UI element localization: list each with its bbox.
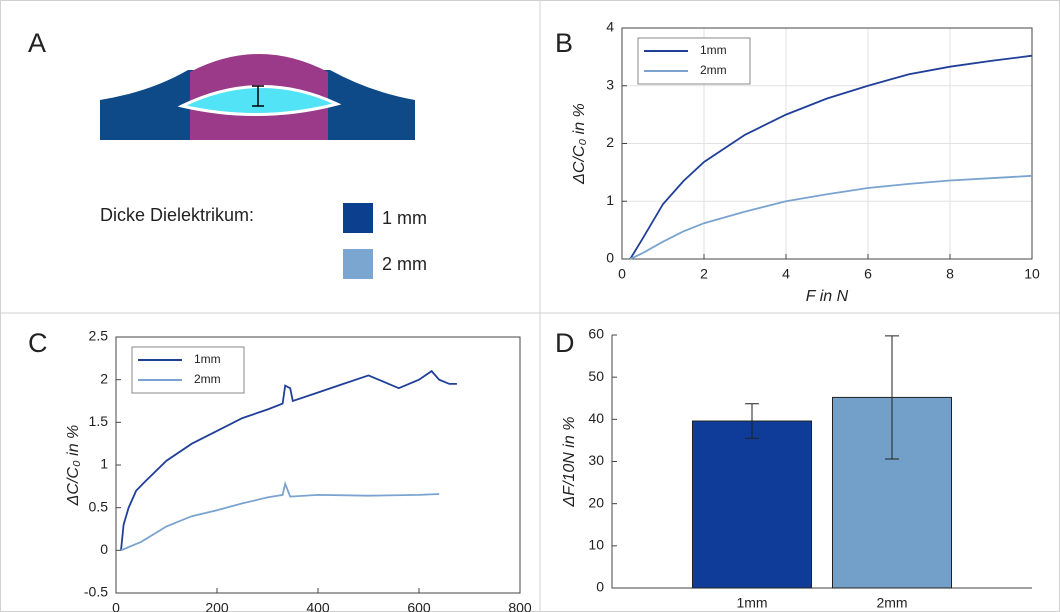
plot-box <box>621 27 1033 260</box>
legend-title: Dicke Dielektrikum: <box>100 205 254 225</box>
y-tick-label: 30 <box>588 452 604 468</box>
y-tick-label: -0.5 <box>84 584 108 600</box>
x-tick-label: 8 <box>946 266 954 282</box>
thickness-marker <box>252 85 264 107</box>
x-tick-label: 600 <box>407 600 431 612</box>
y-tick-label: 40 <box>588 410 604 426</box>
x-tick-label: 2 <box>700 266 708 282</box>
y-tick-label: 10 <box>588 537 604 553</box>
x-tick-label: 2mm <box>876 595 907 611</box>
y-tick-label: 2.5 <box>89 328 109 344</box>
plot-box <box>115 336 521 594</box>
y-axis-label: ΔC/C₀ in % <box>571 103 588 185</box>
axes <box>611 335 1032 589</box>
x-tick-label: 0 <box>618 266 626 282</box>
y-tick-label: 1 <box>606 192 614 208</box>
legend-box <box>131 346 245 394</box>
y-tick-label: 4 <box>606 19 614 35</box>
y-tick-label: 0.5 <box>89 498 109 514</box>
y-tick-label: 3 <box>606 76 614 92</box>
x-tick-label: 0 <box>112 600 120 612</box>
legend-label: 1mm <box>700 43 727 57</box>
data-line <box>629 54 1033 260</box>
legend-swatch <box>343 203 373 233</box>
x-tick-label: 400 <box>306 600 330 612</box>
y-tick-label: 20 <box>588 494 604 510</box>
bar <box>692 420 812 589</box>
data-line <box>120 369 457 551</box>
legend-label: 1mm <box>194 352 221 366</box>
dielectric <box>177 85 342 117</box>
y-tick-label: 0 <box>100 541 108 557</box>
x-tick-label: 6 <box>864 266 872 282</box>
data-line <box>629 174 1033 260</box>
legend-label: 2mm <box>700 63 727 77</box>
x-tick-label: 1mm <box>736 595 767 611</box>
y-tick-label: 0 <box>606 250 614 266</box>
x-tick-label: 200 <box>205 600 229 612</box>
panel-label: D <box>555 328 575 358</box>
x-tick-label: 800 <box>508 600 532 612</box>
y-tick-label: 1.5 <box>89 413 109 429</box>
x-tick-label: 10 <box>1024 266 1040 282</box>
x-axis-label: F in N <box>806 288 849 305</box>
x-tick-label: 4 <box>782 266 790 282</box>
y-tick-label: 1 <box>100 456 108 472</box>
error-bar <box>745 403 759 439</box>
legend-box <box>637 37 751 85</box>
y-tick-label: 60 <box>588 326 604 342</box>
data-line <box>120 480 440 552</box>
panel-label: A <box>28 28 46 58</box>
panel-label: C <box>28 328 48 358</box>
error-bar <box>885 335 899 460</box>
y-tick-label: 0 <box>596 579 604 595</box>
y-axis-label: ΔF/10N in % <box>561 417 578 508</box>
y-tick-label: 2 <box>606 134 614 150</box>
legend-label: 1 mm <box>382 208 427 228</box>
panel-label: B <box>555 28 573 58</box>
y-tick-label: 2 <box>100 370 108 386</box>
legend-swatch <box>343 249 373 279</box>
legend-label: 2mm <box>194 372 221 386</box>
sensor-diagram <box>100 54 415 140</box>
legend-label: 2 mm <box>382 254 427 274</box>
y-axis-label: ΔC/C₀ in % <box>65 425 82 507</box>
y-tick-label: 50 <box>588 368 604 384</box>
